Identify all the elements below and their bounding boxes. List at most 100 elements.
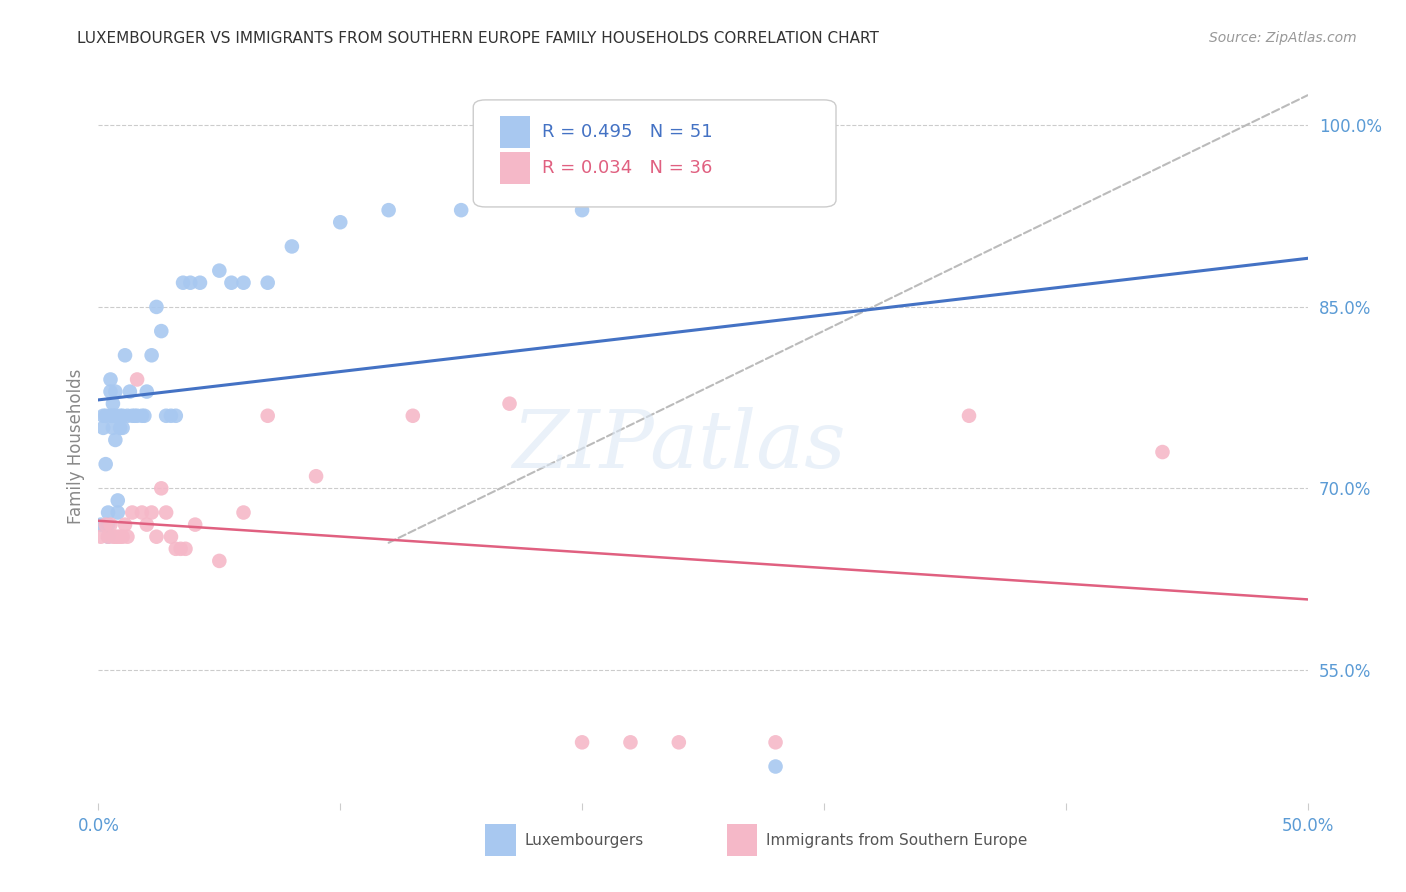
Point bbox=[90, 517, 112, 532]
Point bbox=[101, 530, 124, 544]
Point bbox=[145, 530, 167, 544]
Text: R = 0.495   N = 51: R = 0.495 N = 51 bbox=[543, 123, 713, 141]
Point bbox=[188, 276, 211, 290]
Point bbox=[498, 397, 520, 411]
Point bbox=[91, 421, 114, 435]
Point bbox=[256, 409, 278, 423]
Point bbox=[131, 409, 153, 423]
Point bbox=[155, 506, 177, 520]
Point bbox=[94, 457, 117, 471]
Point bbox=[571, 735, 593, 749]
Point bbox=[305, 469, 328, 483]
Point bbox=[104, 433, 127, 447]
Point bbox=[450, 203, 472, 218]
Point bbox=[100, 372, 122, 386]
Point bbox=[111, 421, 134, 435]
Point bbox=[104, 409, 127, 423]
Point bbox=[141, 506, 163, 520]
Point bbox=[97, 517, 120, 532]
Point bbox=[117, 409, 139, 423]
Point bbox=[377, 203, 399, 218]
Point bbox=[232, 276, 254, 290]
Point bbox=[101, 421, 124, 435]
Point bbox=[1152, 445, 1174, 459]
Point bbox=[232, 506, 254, 520]
Point bbox=[165, 541, 187, 556]
Point bbox=[107, 530, 129, 544]
Point bbox=[101, 409, 124, 423]
Point bbox=[107, 493, 129, 508]
Point bbox=[169, 541, 191, 556]
Point bbox=[208, 554, 231, 568]
Point bbox=[107, 506, 129, 520]
Point bbox=[160, 409, 183, 423]
Point bbox=[179, 276, 201, 290]
Point bbox=[221, 276, 243, 290]
Point bbox=[108, 530, 131, 544]
Point bbox=[124, 409, 146, 423]
Point bbox=[329, 215, 352, 229]
Point bbox=[145, 300, 167, 314]
Point bbox=[141, 348, 163, 362]
Point bbox=[114, 517, 136, 532]
Point bbox=[957, 409, 980, 423]
Bar bbox=[501, 116, 530, 148]
Point bbox=[174, 541, 197, 556]
Point bbox=[135, 517, 157, 532]
Y-axis label: Family Households: Family Households bbox=[66, 368, 84, 524]
Point bbox=[104, 530, 127, 544]
Text: LUXEMBOURGER VS IMMIGRANTS FROM SOUTHERN EUROPE FAMILY HOUSEHOLDS CORRELATION CH: LUXEMBOURGER VS IMMIGRANTS FROM SOUTHERN… bbox=[77, 31, 879, 46]
Point bbox=[150, 324, 173, 338]
Point bbox=[100, 409, 122, 423]
Point bbox=[184, 517, 207, 532]
Point bbox=[127, 372, 149, 386]
Point bbox=[155, 409, 177, 423]
Bar bbox=[501, 152, 530, 184]
Point bbox=[134, 409, 156, 423]
Point bbox=[97, 530, 120, 544]
Point bbox=[765, 735, 787, 749]
Point bbox=[108, 421, 131, 435]
Point bbox=[172, 276, 194, 290]
Point bbox=[256, 276, 278, 290]
Point bbox=[127, 409, 149, 423]
Text: Immigrants from Southern Europe: Immigrants from Southern Europe bbox=[766, 833, 1028, 848]
Text: ZIPatlas: ZIPatlas bbox=[512, 408, 845, 484]
Point bbox=[668, 735, 690, 749]
Point bbox=[281, 239, 304, 253]
Point bbox=[135, 384, 157, 399]
Point bbox=[100, 384, 122, 399]
Point bbox=[111, 530, 134, 544]
Point bbox=[121, 409, 143, 423]
Point bbox=[104, 384, 127, 399]
FancyBboxPatch shape bbox=[474, 100, 837, 207]
Point bbox=[114, 348, 136, 362]
Point bbox=[90, 530, 112, 544]
Point bbox=[118, 384, 141, 399]
Text: Source: ZipAtlas.com: Source: ZipAtlas.com bbox=[1209, 31, 1357, 45]
Point bbox=[165, 409, 187, 423]
Bar bbox=[485, 824, 516, 856]
Point bbox=[108, 409, 131, 423]
Point bbox=[765, 759, 787, 773]
Point bbox=[94, 409, 117, 423]
Point bbox=[117, 530, 139, 544]
Point bbox=[402, 409, 425, 423]
Point bbox=[619, 735, 641, 749]
Point bbox=[208, 263, 231, 277]
Point bbox=[150, 481, 173, 495]
Point bbox=[97, 506, 120, 520]
Text: Luxembourgers: Luxembourgers bbox=[524, 833, 644, 848]
Point bbox=[101, 397, 124, 411]
Point bbox=[121, 506, 143, 520]
Point bbox=[160, 530, 183, 544]
Point bbox=[131, 506, 153, 520]
Point bbox=[111, 409, 134, 423]
Text: R = 0.034   N = 36: R = 0.034 N = 36 bbox=[543, 159, 713, 177]
Point bbox=[91, 409, 114, 423]
Bar bbox=[727, 824, 758, 856]
Point bbox=[571, 203, 593, 218]
Point bbox=[100, 517, 122, 532]
Point bbox=[94, 517, 117, 532]
Point bbox=[97, 530, 120, 544]
